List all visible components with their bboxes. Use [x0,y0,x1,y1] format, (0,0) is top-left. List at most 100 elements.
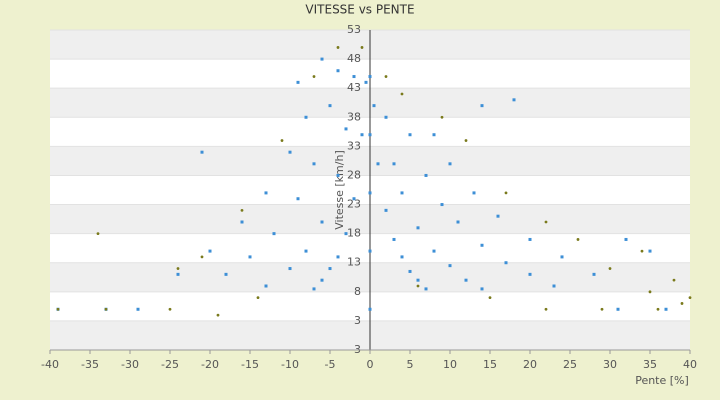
point [648,290,652,294]
x-tick-label: 35 [643,358,657,371]
point [304,115,308,119]
point [384,75,388,78]
point [448,264,452,268]
point [168,307,172,311]
y-tick-label: 18 [347,227,361,240]
point [416,278,420,282]
point [368,75,372,79]
point [264,191,268,195]
point [600,307,604,311]
point [528,237,532,241]
point [528,272,532,276]
point [384,208,388,212]
point [400,191,404,195]
y-tick-label: 33 [347,139,361,152]
point [328,267,332,271]
point [256,296,260,300]
point [336,46,340,49]
x-tick-label: 15 [483,358,497,371]
point [464,139,468,142]
x-tick-label: 20 [523,358,537,371]
point [312,162,316,166]
point [680,302,684,305]
point [400,92,404,96]
point [176,272,180,276]
point [640,249,644,253]
point [368,191,372,195]
point [312,287,316,291]
point [304,249,308,253]
point [512,98,516,102]
point [56,307,60,311]
point [364,80,368,84]
y-tick-label: 13 [347,256,361,269]
x-axis-title: Pente [%] [635,374,689,387]
point [400,255,404,259]
point [360,133,364,137]
point [336,173,340,177]
point [376,162,380,166]
point [552,284,556,288]
point [672,278,676,282]
x-tick-label: 0 [367,358,374,371]
point [472,191,476,195]
point [544,307,548,311]
point [432,249,436,253]
x-tick-label: -15 [241,358,259,371]
x-tick-label: 30 [603,358,617,371]
point [408,269,412,273]
x-tick-label: -35 [81,358,99,371]
point [560,255,564,259]
x-tick-label: 25 [563,358,577,371]
point [320,220,324,224]
point [392,237,396,241]
point [240,208,244,212]
point [384,115,388,119]
point [352,75,356,79]
point [372,104,376,108]
point [136,307,140,311]
point [360,46,364,49]
point [480,287,484,291]
point [224,272,228,276]
y-tick-label: 53 [347,23,361,36]
x-tick-label: -30 [121,358,139,371]
point [616,307,620,311]
x-tick-label: -40 [41,358,59,371]
point [240,220,244,224]
point [392,162,396,166]
point [504,191,508,195]
y-tick-label: 38 [347,110,361,123]
point [288,150,292,154]
point [424,173,428,177]
point [624,237,628,241]
point [608,267,612,270]
point [344,127,348,131]
x-tick-label: -20 [201,358,219,371]
point [104,307,108,311]
point [424,287,428,291]
x-tick-label: -5 [325,358,336,371]
point [592,272,596,276]
point [448,162,452,166]
point [280,139,284,142]
point [296,197,300,201]
point [416,226,420,230]
point [664,307,668,311]
point [336,69,340,73]
point [488,296,492,300]
point [200,255,204,259]
point [480,104,484,108]
y-tick-label: 8 [354,285,361,298]
point [480,243,484,247]
point [216,313,220,317]
x-tick-label: 40 [683,358,697,371]
point [456,220,460,224]
point [432,133,436,137]
point [688,296,692,300]
point [416,284,420,288]
point [504,261,508,265]
point [368,133,372,137]
point [344,232,348,236]
